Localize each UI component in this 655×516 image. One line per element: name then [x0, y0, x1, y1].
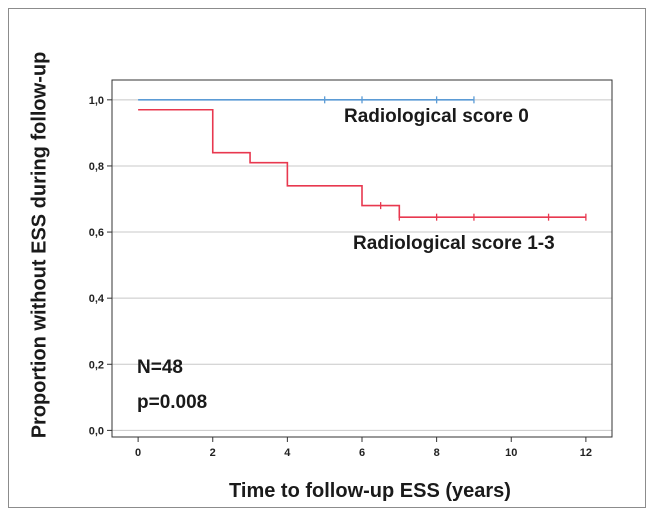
x-tick-label: 10: [505, 447, 517, 459]
y-tick-label: 0,6: [89, 227, 104, 239]
grid-lines: [112, 99, 612, 431]
chart-frame: [8, 8, 646, 508]
plot-area-border: [111, 79, 613, 438]
y-tick-label: 0,2: [89, 359, 104, 371]
y-tick-label: 0,0: [89, 425, 104, 437]
annotation-n: N=48: [137, 357, 183, 378]
y-tick-label: 1,0: [89, 95, 104, 107]
x-tick-label: 6: [359, 447, 365, 459]
y-axis-label: Proportion without ESS during follow-up: [28, 51, 51, 439]
x-axis-label: Time to follow-up ESS (years): [229, 480, 511, 502]
x-tick-label: 0: [135, 447, 141, 459]
series-label-score-0: Radiological score 0: [344, 106, 529, 127]
y-tick-label: 0,4: [89, 293, 105, 305]
y-tick-label: 0,8: [89, 161, 104, 173]
x-tick-label: 8: [434, 447, 440, 459]
axis-ticks: 0,0 0,2 0,4 0,6 0,8 1,0 0 2 4 6 8 10 12: [89, 95, 592, 459]
x-tick-label: 2: [210, 447, 216, 459]
series-label-score-1-3: Radiological score 1-3: [353, 233, 555, 254]
annotation-p-value: p=0.008: [137, 392, 208, 413]
x-tick-label: 12: [580, 447, 592, 459]
x-tick-label: 4: [284, 447, 291, 459]
series-lines: [138, 96, 587, 221]
series-line-1: [138, 108, 586, 218]
